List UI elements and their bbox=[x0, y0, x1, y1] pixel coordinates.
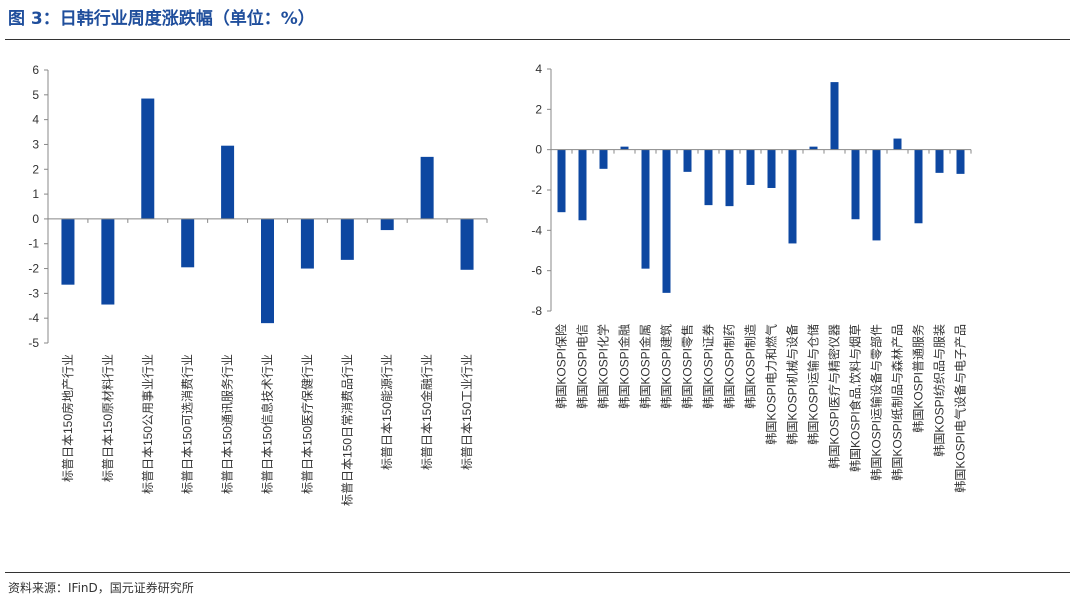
category-label: 韩国KOSPI金融 bbox=[617, 324, 632, 409]
category-label: 标普日本150原材料行业 bbox=[101, 354, 115, 482]
y-tick-label: 5 bbox=[32, 88, 39, 102]
category-label: 韩国KOSPI制药 bbox=[722, 324, 737, 409]
category-label: 标普日本150通讯服务行业 bbox=[220, 354, 235, 494]
y-tick-label: 0 bbox=[32, 212, 39, 226]
bar bbox=[340, 218, 354, 260]
y-tick-label: -4 bbox=[531, 223, 542, 237]
bar bbox=[746, 149, 755, 185]
bar bbox=[300, 218, 314, 269]
y-tick-label: 2 bbox=[32, 162, 39, 176]
bar bbox=[935, 149, 944, 173]
y-tick-label: 4 bbox=[535, 62, 542, 76]
category-label: 标普日本150医疗保健行业 bbox=[300, 354, 314, 494]
category-label: 韩国KOSPI普通服务 bbox=[911, 324, 926, 433]
bar bbox=[725, 149, 734, 207]
y-tick-label: 0 bbox=[535, 143, 542, 157]
category-label: 韩国KOSPI机械与设备 bbox=[785, 324, 800, 445]
bar bbox=[599, 149, 608, 169]
bar bbox=[380, 218, 394, 231]
bar bbox=[851, 149, 860, 220]
category-label: 韩国KOSPI电气设备与电子产品 bbox=[953, 324, 968, 493]
y-tick-label: -2 bbox=[28, 262, 39, 276]
bar bbox=[420, 156, 434, 219]
bar bbox=[101, 218, 115, 305]
category-label: 韩国KOSPI食品,饮料与烟草 bbox=[848, 324, 863, 472]
category-label: 标普日本150公用事业行业 bbox=[141, 354, 155, 494]
category-label: 韩国KOSPI保险 bbox=[554, 324, 569, 409]
y-tick-label: 2 bbox=[535, 102, 542, 116]
y-tick-label: -3 bbox=[28, 286, 39, 300]
bar bbox=[683, 149, 692, 172]
y-tick-label: 6 bbox=[32, 63, 39, 77]
bar bbox=[221, 145, 235, 219]
category-label: 标普日本150信息技术行业 bbox=[260, 354, 275, 494]
bar bbox=[578, 149, 587, 221]
bar bbox=[767, 149, 776, 188]
bar bbox=[460, 218, 474, 270]
category-label: 韩国KOSPI运输设备与零部件 bbox=[869, 324, 884, 481]
bar bbox=[830, 82, 839, 150]
y-tick-label: -6 bbox=[531, 264, 542, 278]
y-tick-label: -5 bbox=[28, 336, 39, 350]
bar bbox=[956, 149, 965, 174]
category-label: 韩国KOSPI化学 bbox=[596, 324, 611, 409]
bar bbox=[914, 149, 923, 224]
category-label: 韩国KOSPI金属 bbox=[638, 324, 653, 409]
bar bbox=[704, 149, 713, 206]
category-label: 标普日本150能源行业 bbox=[380, 354, 394, 470]
category-label: 韩国KOSPI电信 bbox=[575, 324, 590, 409]
category-label: 韩国KOSPI纸制品与森林产品 bbox=[890, 324, 905, 481]
y-tick-label: -2 bbox=[531, 183, 542, 197]
bar bbox=[620, 146, 629, 150]
category-label: 标普日本150日常消费品行业 bbox=[340, 354, 354, 506]
japan-sector-bar-chart: -5 -4 -3 -2 -1 0 1 2 3 4 5 6 标普日本150房地产行业 标普日本150原材料行… bbox=[28, 63, 488, 506]
bar bbox=[872, 149, 881, 241]
category-label: 韩国KOSPI运输与仓储 bbox=[806, 324, 821, 445]
bar bbox=[662, 149, 671, 293]
bar bbox=[181, 218, 195, 268]
bar bbox=[141, 98, 155, 219]
y-tick-label: 1 bbox=[32, 187, 39, 201]
bar bbox=[557, 149, 566, 213]
category-label: 韩国KOSPI医疗与精密仪器 bbox=[827, 324, 842, 469]
bar bbox=[641, 149, 650, 269]
bar bbox=[788, 149, 797, 244]
category-label: 标普日本150金融行业 bbox=[419, 354, 434, 470]
top-rule bbox=[5, 39, 1070, 40]
category-label: 韩国KOSPI纺织品与服装 bbox=[932, 324, 947, 457]
category-label: 标普日本150房地产行业 bbox=[60, 354, 75, 482]
bar bbox=[261, 218, 274, 324]
category-label: 韩国KOSPI电力和燃气 bbox=[764, 324, 779, 445]
category-label: 韩国KOSPI建筑 bbox=[659, 324, 674, 409]
y-tick-label: 4 bbox=[32, 113, 39, 127]
y-tick-label: -1 bbox=[28, 237, 39, 251]
category-label: 韩国KOSPI证券 bbox=[701, 324, 716, 409]
bar bbox=[809, 146, 818, 150]
source-note: 资料来源：IFinD，国元证券研究所 bbox=[8, 581, 194, 595]
category-label: 标普日本150工业行业 bbox=[460, 354, 474, 470]
category-label: 韩国KOSPI制造 bbox=[743, 324, 758, 409]
y-tick-label: -4 bbox=[28, 311, 39, 325]
category-label: 标普日本150可选消费行业 bbox=[181, 354, 195, 494]
bar bbox=[61, 218, 75, 285]
category-label: 韩国KOSPI零售 bbox=[680, 324, 695, 409]
y-tick-label: -8 bbox=[531, 304, 542, 318]
y-tick-label: 3 bbox=[32, 137, 39, 151]
figure-title: 图 3：日韩行业周度涨跌幅（单位：%） bbox=[8, 9, 315, 29]
bottom-rule bbox=[5, 572, 1070, 573]
bar bbox=[893, 138, 902, 150]
